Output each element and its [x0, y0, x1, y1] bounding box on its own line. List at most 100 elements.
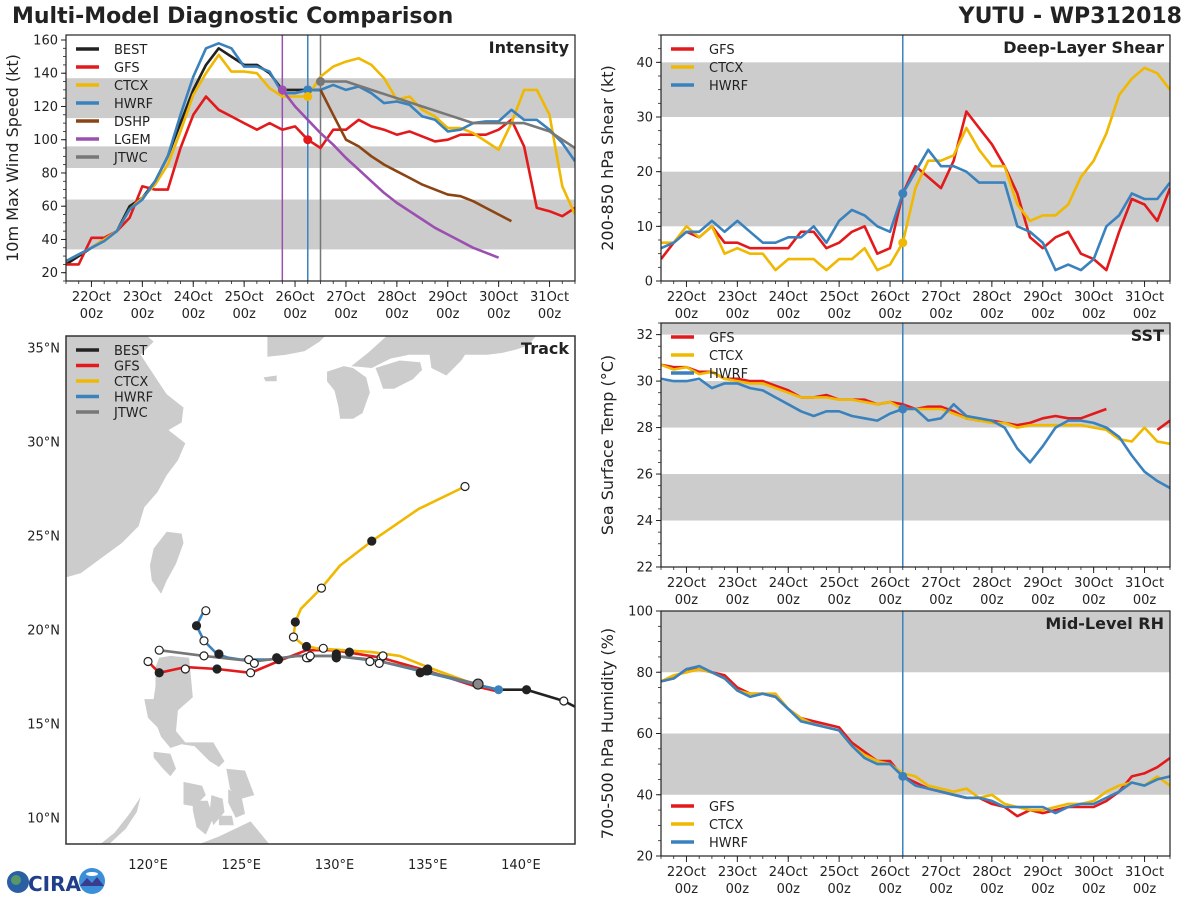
legend-label-gfs: GFS [114, 360, 140, 375]
shear-xtick-label: 00z [726, 307, 750, 322]
rh-xtick-label: 00z [1133, 882, 1157, 897]
storm-id-title: YUTU - WP312018 [958, 4, 1182, 29]
shear-xtick-label: 24Oct [769, 290, 808, 305]
shear-ytick-label: 10 [636, 220, 653, 235]
sst-xtick-label: 22Oct [667, 576, 706, 591]
sst-xtick-label: 00z [878, 593, 902, 608]
rh-xtick-label: 00z [1082, 882, 1106, 897]
track-point-ctcx [318, 643, 328, 653]
track-point-gfs [143, 656, 153, 667]
rh-ytick-label: 20 [636, 850, 653, 865]
rh-xtick-label: 22Oct [667, 865, 706, 880]
intensity-ytick-label: 80 [41, 166, 58, 181]
intensity-xtick-label: 00z [436, 307, 460, 322]
intensity-xtick-label: 25Oct [225, 290, 264, 305]
earth-land-icon [11, 875, 21, 885]
sst-xtick-label: 00z [929, 593, 953, 608]
sst-xtick-label: 23Oct [718, 576, 757, 591]
rh-marker-hwrf [898, 771, 908, 781]
tracks-layer [143, 481, 575, 709]
rh-xtick-label: 00z [777, 882, 801, 897]
track-lat-label: 10°N [27, 812, 60, 827]
land-taiwan [149, 531, 184, 594]
rh-xtick-label: 23Oct [718, 865, 757, 880]
track-frame [65, 335, 576, 845]
track-point-jtwc [249, 658, 259, 668]
track-point-ctcx [316, 583, 327, 593]
shear-xtick-label: 22Oct [667, 290, 706, 305]
track-point-best [521, 685, 532, 695]
track-lon-label: 120°E [128, 858, 168, 873]
legend-label-jtwc: JTWC [113, 406, 148, 421]
track-point-ctcx [344, 647, 354, 657]
sst-xtick-label: 30Oct [1074, 576, 1113, 591]
intensity-xtick-label: 22Oct [72, 290, 111, 305]
track-point-ctcx [460, 481, 470, 492]
shear-ytick-label: 30 [636, 111, 653, 126]
intensity-marker-ctcx [303, 92, 313, 101]
track-point-ctcx [301, 641, 312, 652]
intensity-marker-hwrf [303, 85, 313, 95]
rh-xtick-label: 00z [929, 882, 953, 897]
satellite-logo-icon [79, 868, 105, 894]
land-leyte [228, 789, 245, 818]
intensity-marker-lgem [277, 85, 287, 95]
rh-ytick-label: 60 [636, 727, 653, 742]
track-point-jtwc [199, 651, 209, 661]
shear-xtick-label: 29Oct [1023, 290, 1062, 305]
intensity-xtick-label: 29Oct [428, 290, 467, 305]
sst-xtick-label: 00z [675, 593, 699, 608]
sst-xtick-label: 00z [1133, 593, 1157, 608]
sst-ylabel: Sea Surface Temp (°C) [598, 355, 617, 535]
intensity-marker-gfs [303, 135, 313, 145]
legend-label-best: BEST [114, 344, 147, 359]
rh-xtick-label: 00z [827, 882, 851, 897]
intensity-xtick-label: 27Oct [326, 290, 365, 305]
intensity-xtick-label: 00z [182, 307, 206, 322]
shear-xtick-label: 26Oct [871, 290, 910, 305]
sst-series-hwrf [661, 377, 1170, 490]
sst-xtick-label: 27Oct [921, 576, 960, 591]
shear-legend: GFS CTCX HWRF [671, 43, 748, 94]
legend-label-ctcx: CTCX [114, 375, 148, 390]
sst-legend: GFS CTCX HWRF [671, 331, 748, 382]
sst-xtick-label: 00z [980, 593, 1004, 608]
legend-label-hwrf: HWRF [114, 391, 153, 406]
intensity-xtick-label: 24Oct [174, 290, 213, 305]
legend-label-hwrf: HWRF [709, 836, 748, 851]
cira-logo: CIRA [7, 868, 105, 896]
intensity-ytick-label: 160 [33, 33, 58, 48]
legend-label-ctcx: CTCX [709, 349, 743, 364]
track-lat-label: 30°N [27, 435, 60, 450]
track-point-jtwc [365, 656, 375, 667]
rh-xtick-label: 00z [1031, 882, 1055, 897]
intensity-ytick-label: 120 [33, 100, 58, 115]
land-jeju [263, 375, 277, 382]
legend-label-gfs: GFS [114, 61, 140, 76]
legend-label-best: BEST [114, 43, 147, 58]
legend-label-gfs: GFS [709, 800, 735, 815]
shear-marker-ctcx [898, 238, 908, 248]
legend-label-gfs: GFS [709, 331, 735, 346]
track-point-jtwc [305, 651, 315, 661]
shear-xtick-label: 00z [1082, 307, 1106, 322]
intensity-ytick-label: 60 [41, 200, 58, 215]
rh-series-hwrf [661, 664, 1170, 815]
track-point-hwrf [214, 649, 224, 659]
legend-label-ctcx: CTCX [709, 818, 743, 833]
track-lat-label: 15°N [27, 718, 60, 733]
rh-xtick-label: 00z [675, 882, 699, 897]
shear-title: Deep-Layer Shear [1003, 38, 1164, 57]
track-point-gfs [154, 668, 164, 678]
intensity-ylabel: 10m Max Wind Speed (kt) [3, 54, 22, 262]
land-korea [241, 336, 326, 357]
rh-xtick-label: 28Oct [972, 865, 1011, 880]
track-point-ctcx [290, 617, 300, 627]
sst-marker-hwrf [898, 404, 908, 414]
shear-band [661, 171, 1170, 227]
land-honshu [351, 336, 536, 376]
land-mindoro [153, 751, 176, 777]
track-lon-label: 135°E [408, 858, 448, 873]
rh-ytick-label: 40 [636, 788, 653, 803]
track-lat-label: 25°N [27, 529, 60, 544]
